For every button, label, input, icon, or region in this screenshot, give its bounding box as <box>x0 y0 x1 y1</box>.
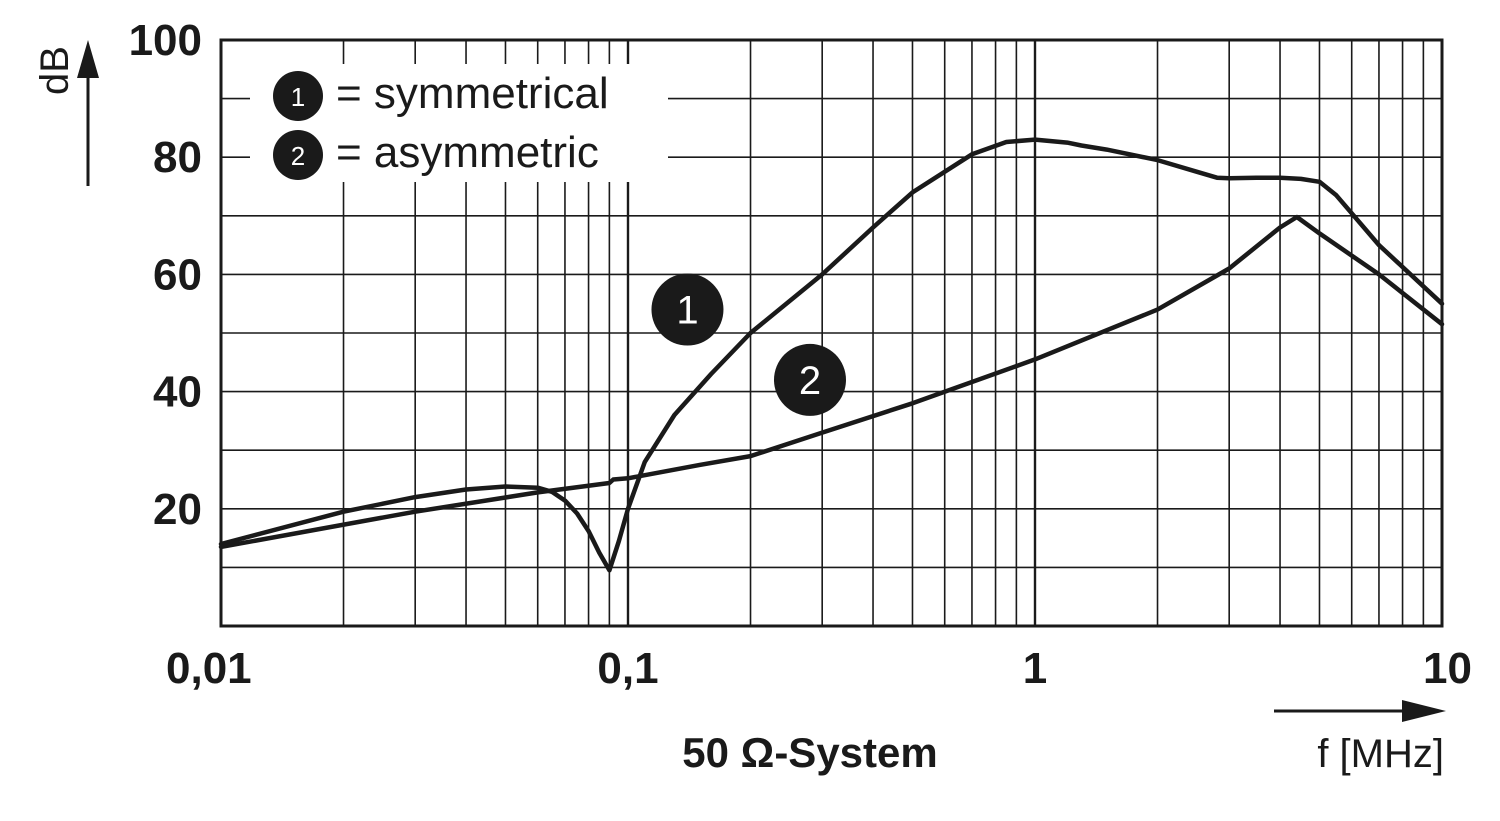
y-tick-label: 60 <box>153 250 202 299</box>
x-axis-label: f [MHz] <box>1317 732 1444 776</box>
x-axis-arrow <box>1274 700 1446 722</box>
plot-frame <box>219 38 1444 628</box>
series-lines <box>218 137 1445 573</box>
x-tick-label: 0,01 <box>166 644 252 693</box>
y-tick-label: 100 <box>129 16 202 65</box>
legend-marker-2-label: 2 <box>291 141 305 171</box>
legend-marker-1-icon <box>273 71 323 121</box>
y-axis-label: dB <box>33 46 77 95</box>
y-tick-label: 40 <box>153 368 202 417</box>
legend-entry-2: = asymmetric <box>336 128 599 177</box>
legend-marker-2-icon <box>273 130 323 180</box>
series-annotations: 12 <box>651 273 846 416</box>
x-tick-labels: 0,01 0,1 1 10 <box>166 644 1472 693</box>
x-tick-label: 1 <box>1023 644 1047 693</box>
series-1-marker <box>651 273 724 346</box>
y-axis-arrow <box>77 40 99 186</box>
legend-entry-1: = symmetrical <box>336 69 609 118</box>
right-arrow-icon <box>1402 700 1446 722</box>
x-tick-label: 0,1 <box>597 644 658 693</box>
series-2-line <box>218 214 1445 550</box>
up-arrow-icon <box>77 40 99 78</box>
series-1-line <box>218 137 1445 573</box>
x-tick-label: 10 <box>1423 644 1472 693</box>
y-tick-label: 80 <box>153 133 202 182</box>
series-1-marker-label: 1 <box>676 289 698 333</box>
series-2-marker-label: 2 <box>799 359 821 403</box>
series-2-marker <box>773 343 846 416</box>
chart-caption: 50 Ω-System <box>682 729 937 776</box>
y-tick-labels: 20 40 60 80 100 <box>129 16 202 534</box>
y-tick-label: 20 <box>153 485 202 534</box>
legend-marker-1-label: 1 <box>291 82 305 112</box>
legend: 1 = symmetrical 2 = asymmetric <box>250 64 668 182</box>
